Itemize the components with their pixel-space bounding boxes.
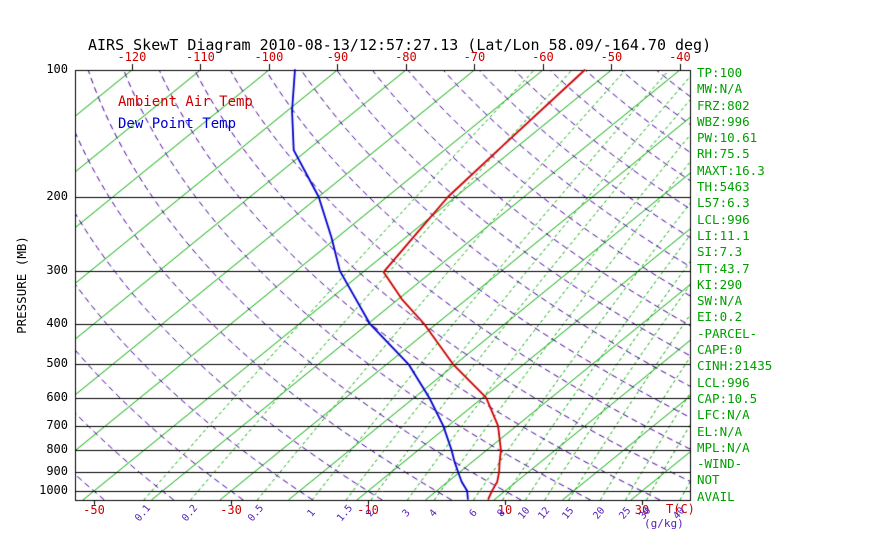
bottom-temp-tick-label: 10 <box>497 503 513 517</box>
pressure-tick-label: 600 <box>46 389 68 404</box>
stat-line: LCL:996 <box>697 374 750 390</box>
stat-line: MAXT:16.3 <box>697 162 765 178</box>
stat-line: L57:6.3 <box>697 195 750 211</box>
stat-line: LCL:996 <box>697 211 750 227</box>
stat-line: TP:100 <box>697 65 743 80</box>
stat-line: CINH:21435 <box>697 358 773 374</box>
top-temp-tick-label: -50 <box>600 50 623 64</box>
pressure-tick-label: 500 <box>46 356 68 371</box>
stat-line: AVAIL <box>697 488 735 504</box>
stat-line: SW:N/A <box>697 293 743 309</box>
stat-line: EI:0.2 <box>697 309 743 325</box>
pressure-tick-label: 800 <box>46 442 68 457</box>
pressure-tick-label: 700 <box>46 417 68 432</box>
top-temp-tick-label: -100 <box>254 50 284 64</box>
bottom-temp-tick-label: 30 <box>634 503 650 517</box>
stat-line: TH:5463 <box>697 179 750 195</box>
stat-line: LI:11.1 <box>697 227 750 243</box>
temperature-unit-label: T(C) <box>666 502 695 516</box>
stat-line: SI:7.3 <box>697 244 743 260</box>
chart-title: AIRS SkewT Diagram 2010-08-13/12:57:27.1… <box>88 36 712 54</box>
stat-line: KI:290 <box>697 276 743 292</box>
stats-panel: TP:100 MW:N/A FRZ:802 WBZ:996 PW:10.61 RH:75.… <box>697 65 772 505</box>
top-temp-tick-label: -60 <box>532 50 554 64</box>
stat-line: CAP:10.5 <box>697 390 758 406</box>
stat-line: MPL:N/A <box>697 439 750 455</box>
stat-line: NOT <box>697 472 720 488</box>
stat-line: -PARCEL- <box>697 325 758 341</box>
pressure-tick-label: 100 <box>46 62 68 76</box>
top-temp-tick-label: -120 <box>117 50 147 64</box>
bottom-temp-tick-label: -30 <box>220 503 242 517</box>
stat-line: EL:N/A <box>697 423 743 439</box>
top-temp-tick-label: -70 <box>463 50 486 64</box>
bottom-temp-tick-label: -50 <box>83 503 105 517</box>
top-temp-tick-label: -110 <box>185 50 215 64</box>
top-temp-tick-label: -90 <box>326 50 349 64</box>
top-temp-tick-label: -80 <box>395 50 417 64</box>
stat-line: FRZ:802 <box>697 97 750 113</box>
stat-line: LFC:N/A <box>697 407 750 423</box>
stat-line: WBZ:996 <box>697 113 750 129</box>
pressure-tick-label: 400 <box>46 315 68 330</box>
stat-line: PW:10.61 <box>697 130 758 146</box>
bottom-temp-tick-label: -10 <box>357 503 379 517</box>
pressure-tick-label: 200 <box>46 188 68 203</box>
stat-line: CAPE:0 <box>697 342 743 358</box>
stat-line: TT:43.7 <box>697 260 750 276</box>
legend-dew-point-temp: Dew Point Temp <box>118 116 237 132</box>
top-temp-tick-label: -40 <box>669 50 691 64</box>
mixing-ratio-unit-label: (g/kg) <box>644 517 684 530</box>
legend-ambient-air-temp: Ambient Air Temp <box>118 94 253 110</box>
pressure-tick-label: 900 <box>46 463 68 478</box>
stat-line: -WIND- <box>697 456 743 472</box>
pressure-tick-label: 1000 <box>39 483 68 498</box>
pressure-tick-label: 300 <box>46 262 68 277</box>
stat-line: RH:75.5 <box>697 146 750 162</box>
stat-line: MW:N/A <box>697 81 743 97</box>
